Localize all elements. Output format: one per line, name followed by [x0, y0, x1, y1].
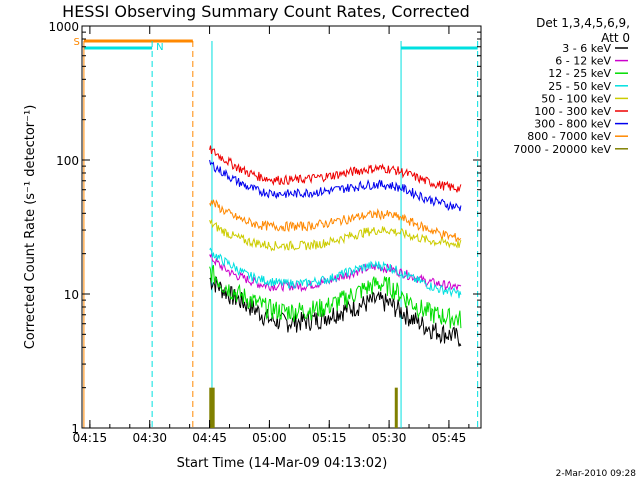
x-axis-label: Start Time (14-Mar-09 04:13:02) — [177, 456, 388, 471]
legend-header-attenuator: Att 0 — [601, 31, 630, 45]
legend-header-detectors: Det 1,3,4,5,6,9, — [536, 16, 630, 30]
series-line — [209, 218, 462, 252]
series-line — [209, 264, 462, 329]
series-line — [209, 276, 462, 347]
series-layer — [209, 145, 462, 347]
x-tick-label: 05:15 — [312, 431, 347, 445]
legend-label: 100 - 300 keV — [534, 105, 611, 118]
axis-ticks: 04:15 04:30 04:45 05:00 05:15 05:30 05:45 1 10 10… — [48, 20, 481, 445]
y-tick-label: 10 — [64, 288, 79, 302]
series-line — [209, 199, 462, 242]
x-tick-label: 04:15 — [73, 431, 108, 445]
series-line — [209, 247, 462, 299]
chart-title: HESSI Observing Summary Count Rates, Cor… — [62, 2, 470, 21]
series-line — [209, 159, 462, 212]
x-tick-label: 04:30 — [132, 431, 167, 445]
footer-timestamp: 2-Mar-2010 09:28 — [556, 469, 637, 479]
x-tick-label: 04:45 — [192, 431, 227, 445]
legend-label: 800 - 7000 keV — [527, 130, 611, 143]
legend-label: 6 - 12 keV — [555, 55, 611, 68]
high-energy-spike — [211, 387, 215, 428]
plot-frame — [81, 25, 482, 429]
y-axis-label: Corrected Count Rate (s⁻¹ detector⁻¹) — [23, 105, 38, 350]
x-tick-label: 05:30 — [372, 431, 407, 445]
legend-label: 12 - 25 keV — [548, 67, 611, 80]
legend-label: 25 - 50 keV — [548, 80, 611, 93]
x-tick-label: 05:00 — [252, 431, 287, 445]
legend-label: 7000 - 20000 keV — [513, 143, 611, 156]
night-marker: N — [156, 42, 163, 53]
legend-label: 3 - 6 keV — [562, 42, 611, 55]
x-tick-label: 05:45 — [432, 431, 467, 445]
saa-marker: S — [74, 37, 80, 48]
legend-label: 300 - 800 keV — [534, 118, 611, 131]
high-energy-spike — [209, 387, 213, 428]
legend-label: 50 - 100 keV — [541, 92, 611, 105]
y-tick-label: 100 — [56, 154, 79, 168]
y-tick-label: 1000 — [48, 20, 79, 34]
high-energy-spike — [394, 387, 398, 428]
y-tick-label: 1 — [71, 422, 79, 436]
series-line — [209, 145, 462, 193]
